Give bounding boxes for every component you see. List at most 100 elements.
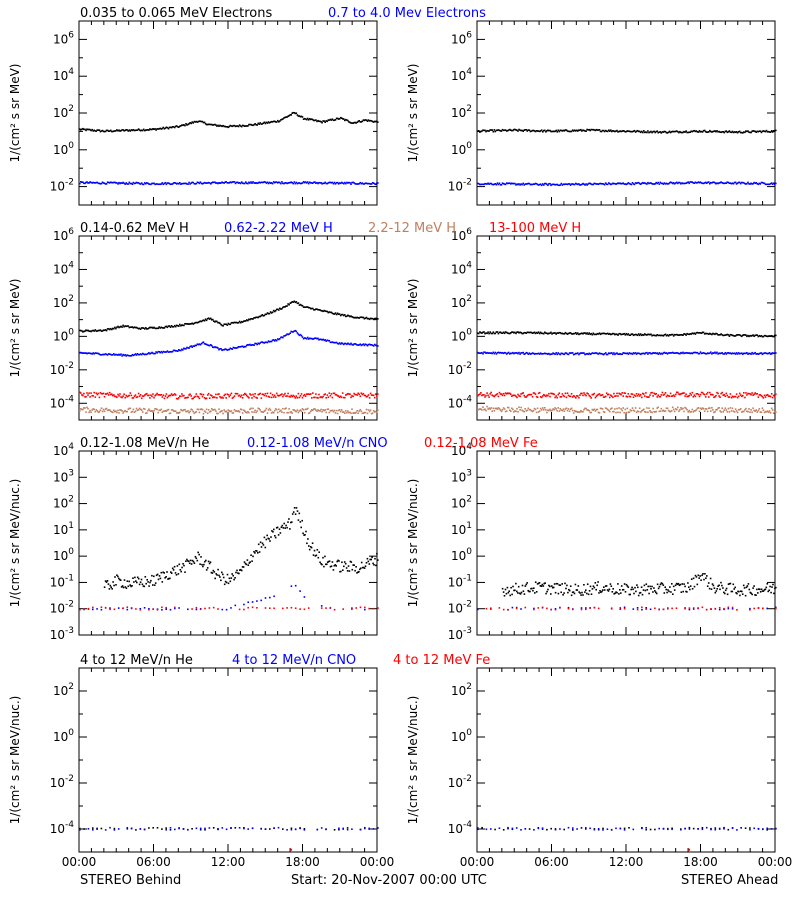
data-point [152, 128, 154, 130]
data-point [127, 183, 130, 185]
data-point [91, 353, 93, 355]
data-point [638, 592, 641, 594]
data-point [600, 394, 603, 396]
data-point [266, 312, 269, 314]
data-point [326, 561, 329, 563]
data-point [590, 593, 593, 595]
data-point [169, 412, 172, 414]
data-point [286, 116, 288, 118]
data-point [321, 183, 323, 185]
data-point [706, 575, 708, 577]
data-point [287, 412, 289, 414]
data-point [705, 608, 708, 611]
data-point [226, 182, 229, 184]
data-point [113, 608, 116, 611]
data-point [485, 130, 487, 133]
data-point [554, 184, 556, 186]
data-point [130, 827, 133, 830]
data-point [540, 409, 543, 411]
data-point [695, 352, 698, 354]
data-point [365, 119, 368, 121]
data-point [599, 130, 602, 133]
data-point [758, 130, 761, 132]
data-point [676, 352, 678, 354]
data-point [579, 333, 581, 335]
data-point [553, 352, 555, 355]
y-axis-label: 1/(cm² s sr MeV) [406, 279, 420, 378]
data-point [163, 397, 166, 400]
data-point [311, 397, 313, 399]
data-point [532, 589, 534, 592]
data-point [313, 337, 315, 340]
data-point [702, 408, 705, 410]
data-point [83, 128, 85, 131]
data-point [343, 411, 345, 413]
data-point [485, 183, 487, 185]
data-point [204, 343, 207, 345]
data-point [570, 393, 573, 395]
data-point [546, 828, 548, 831]
data-point [757, 335, 760, 338]
data-point [366, 412, 369, 415]
data-point [343, 343, 345, 346]
data-point [136, 327, 139, 329]
data-point [159, 327, 161, 329]
data-point [649, 394, 651, 396]
data-point [492, 331, 495, 333]
data-point [295, 507, 298, 509]
data-point [338, 182, 341, 184]
data-point [482, 129, 484, 131]
data-point [313, 549, 316, 552]
data-point [332, 182, 335, 185]
data-point [496, 129, 499, 131]
data-point [136, 409, 139, 412]
data-point [363, 183, 366, 185]
data-point [641, 182, 643, 185]
data-point [210, 317, 212, 320]
data-point [580, 608, 583, 611]
data-point [663, 351, 666, 354]
data-point [360, 392, 363, 394]
data-point [156, 827, 159, 829]
data-point [715, 590, 718, 592]
data-point [484, 408, 486, 410]
data-point [294, 182, 297, 185]
data-point [159, 183, 161, 186]
data-point [279, 307, 281, 310]
data-point [298, 115, 301, 117]
data-point [591, 393, 594, 396]
data-point [651, 334, 653, 337]
data-point [304, 395, 307, 397]
data-point [592, 409, 595, 411]
data-point [238, 182, 241, 184]
data-point [572, 130, 575, 132]
data-point [575, 397, 577, 399]
data-point [748, 183, 750, 185]
data-point [141, 411, 144, 413]
data-point [355, 411, 357, 414]
data-point [706, 332, 709, 335]
data-point [585, 333, 587, 335]
data-point [654, 334, 656, 337]
data-point [763, 352, 766, 354]
data-point [285, 407, 287, 409]
data-point [281, 336, 283, 338]
data-point [658, 395, 661, 398]
data-point [751, 593, 753, 596]
data-point [516, 129, 518, 132]
data-point [638, 182, 641, 185]
data-point [598, 129, 601, 131]
data-point [709, 577, 712, 580]
data-point [337, 559, 339, 562]
data-point [739, 352, 742, 355]
data-point [161, 351, 164, 354]
data-point [573, 353, 576, 355]
data-point [613, 392, 615, 395]
data-point [505, 353, 508, 355]
data-point [356, 183, 358, 185]
data-point [619, 130, 621, 132]
data-point [373, 317, 376, 320]
data-point [305, 118, 308, 121]
data-point [328, 411, 331, 414]
data-point [320, 408, 322, 411]
